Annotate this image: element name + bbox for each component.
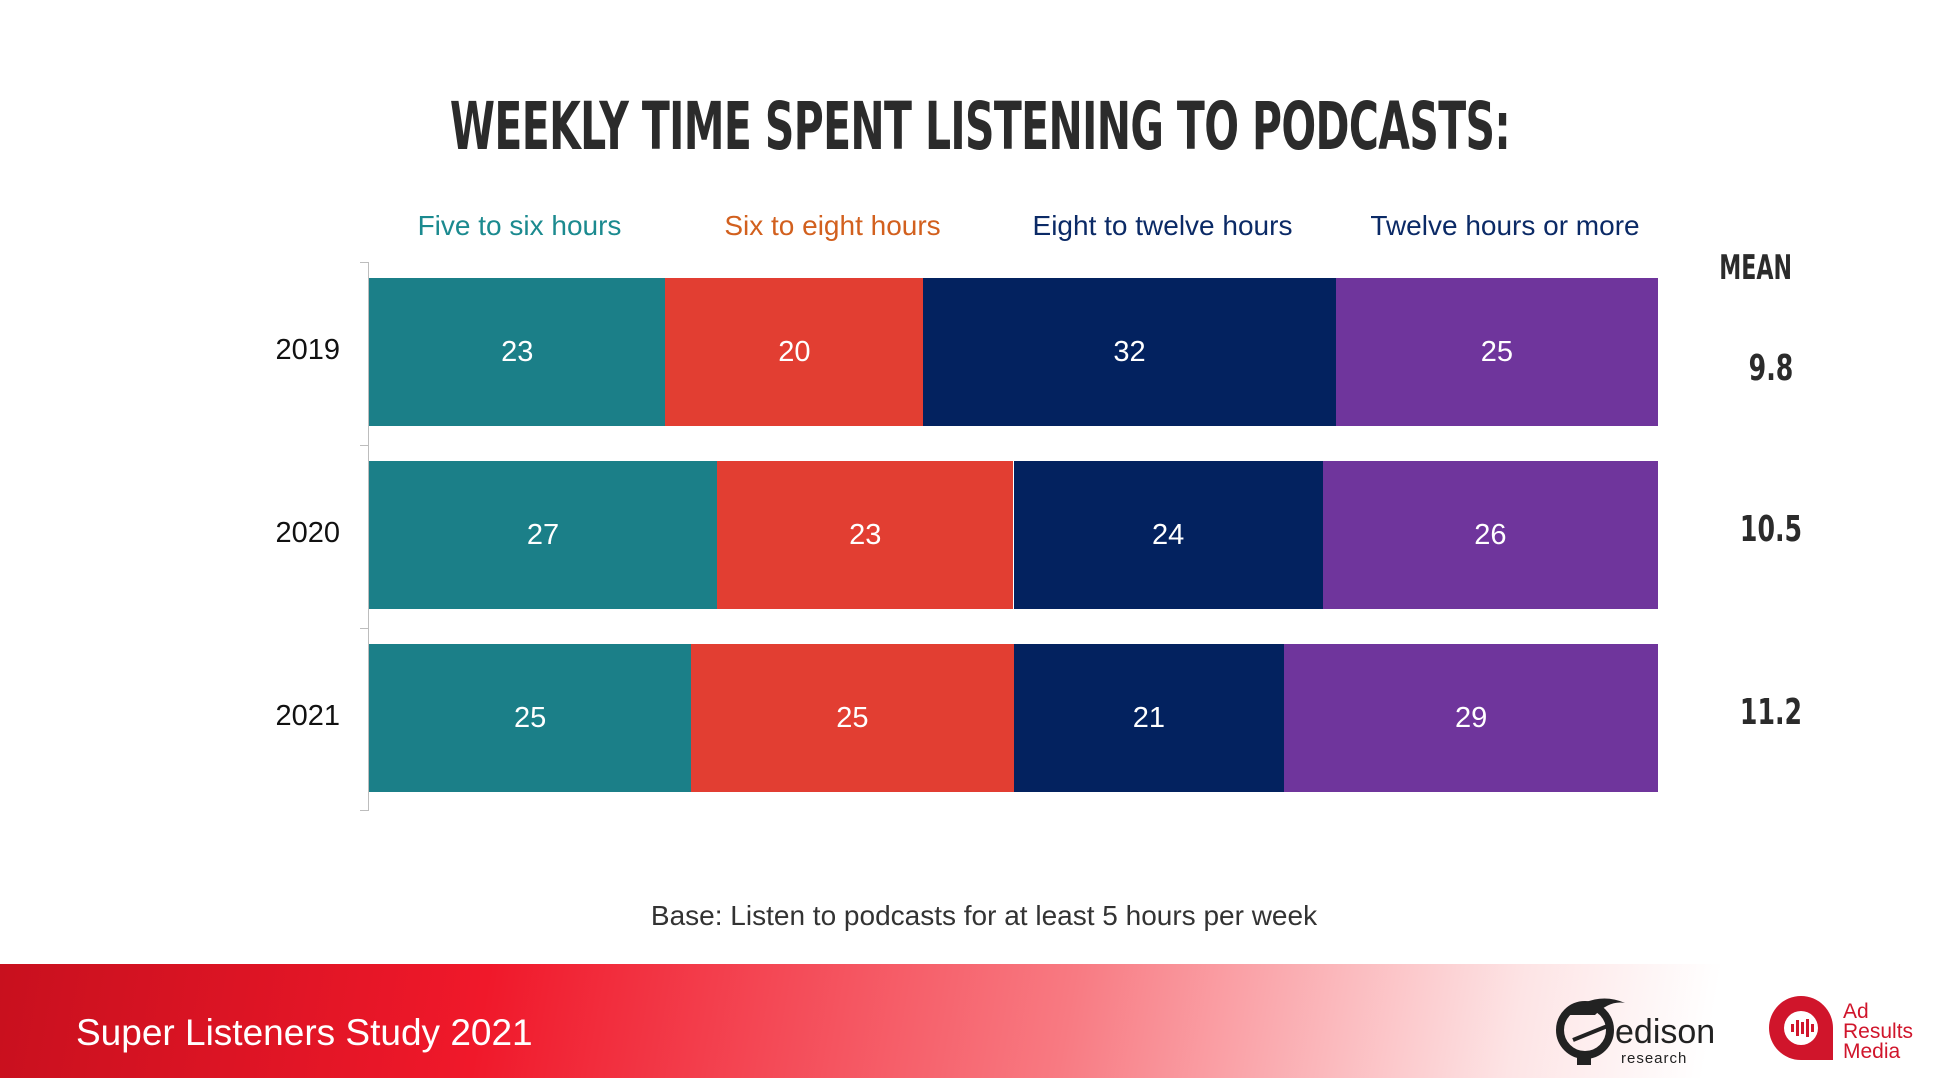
axis-tick xyxy=(360,628,369,629)
mean-header: MEAN xyxy=(1719,248,1792,288)
bar-segment: 20 xyxy=(665,278,924,426)
edison-research-logo: edison research xyxy=(1556,998,1715,1067)
bar-segment: 24 xyxy=(1013,461,1323,609)
category-label: 2019 xyxy=(275,334,340,366)
category-label: 2020 xyxy=(275,517,340,549)
bar-segment: 32 xyxy=(923,278,1336,426)
study-name: Super Listeners Study 2021 xyxy=(76,1012,533,1053)
svg-text:Results: Results xyxy=(1843,1020,1913,1043)
bar-segment: 23 xyxy=(717,461,1014,609)
axis-tick xyxy=(360,445,369,446)
bar-segment: 27 xyxy=(369,461,718,609)
svg-text:edison: edison xyxy=(1615,1013,1715,1051)
y-axis-line xyxy=(368,262,369,810)
axis-tick xyxy=(360,810,369,811)
axis-tick xyxy=(360,262,369,263)
data-label: 23 xyxy=(849,518,882,551)
bar-segment: 21 xyxy=(1013,644,1285,792)
bar-segment: 25 xyxy=(1335,278,1658,426)
bar-segment: 23 xyxy=(369,278,666,426)
data-label: 21 xyxy=(1132,701,1165,734)
data-label: 23 xyxy=(501,335,534,368)
data-label: 25 xyxy=(513,701,547,734)
base-note: Base: Listen to podcasts for at least 5 … xyxy=(650,900,1318,931)
legend-item: Six to eight hours xyxy=(724,210,941,241)
ad-results-media-logo: Ad Results Media xyxy=(1769,996,1913,1063)
data-label: 29 xyxy=(1454,701,1488,734)
svg-text:Media: Media xyxy=(1843,1040,1901,1063)
data-label: 27 xyxy=(526,518,560,551)
chart-title: WEEKLY TIME SPENT LISTENING TO PODCASTS: xyxy=(449,88,1511,165)
data-label: 25 xyxy=(1480,335,1513,368)
footer-band xyxy=(0,964,1938,1078)
mean-value: 10.5 xyxy=(1739,509,1803,550)
bar-segment: 29 xyxy=(1284,644,1658,792)
category-label: 2021 xyxy=(275,700,340,732)
legend-item: Five to six hours xyxy=(417,210,622,241)
svg-text:research: research xyxy=(1621,1050,1687,1067)
mean-value: 9.8 xyxy=(1748,348,1794,389)
bar-segment: 26 xyxy=(1322,461,1658,609)
data-label: 20 xyxy=(778,335,811,368)
bar-segment: 25 xyxy=(369,644,692,792)
legend-item: Eight to twelve hours xyxy=(1032,210,1293,241)
data-label: 32 xyxy=(1113,335,1146,368)
bar-segment: 25 xyxy=(691,644,1014,792)
mean-value: 11.2 xyxy=(1739,692,1803,733)
svg-text:Ad: Ad xyxy=(1843,1000,1869,1023)
data-label: 25 xyxy=(836,701,869,734)
legend-item: Twelve hours or more xyxy=(1370,210,1640,241)
data-label: 26 xyxy=(1474,518,1507,551)
data-label: 24 xyxy=(1152,518,1185,551)
